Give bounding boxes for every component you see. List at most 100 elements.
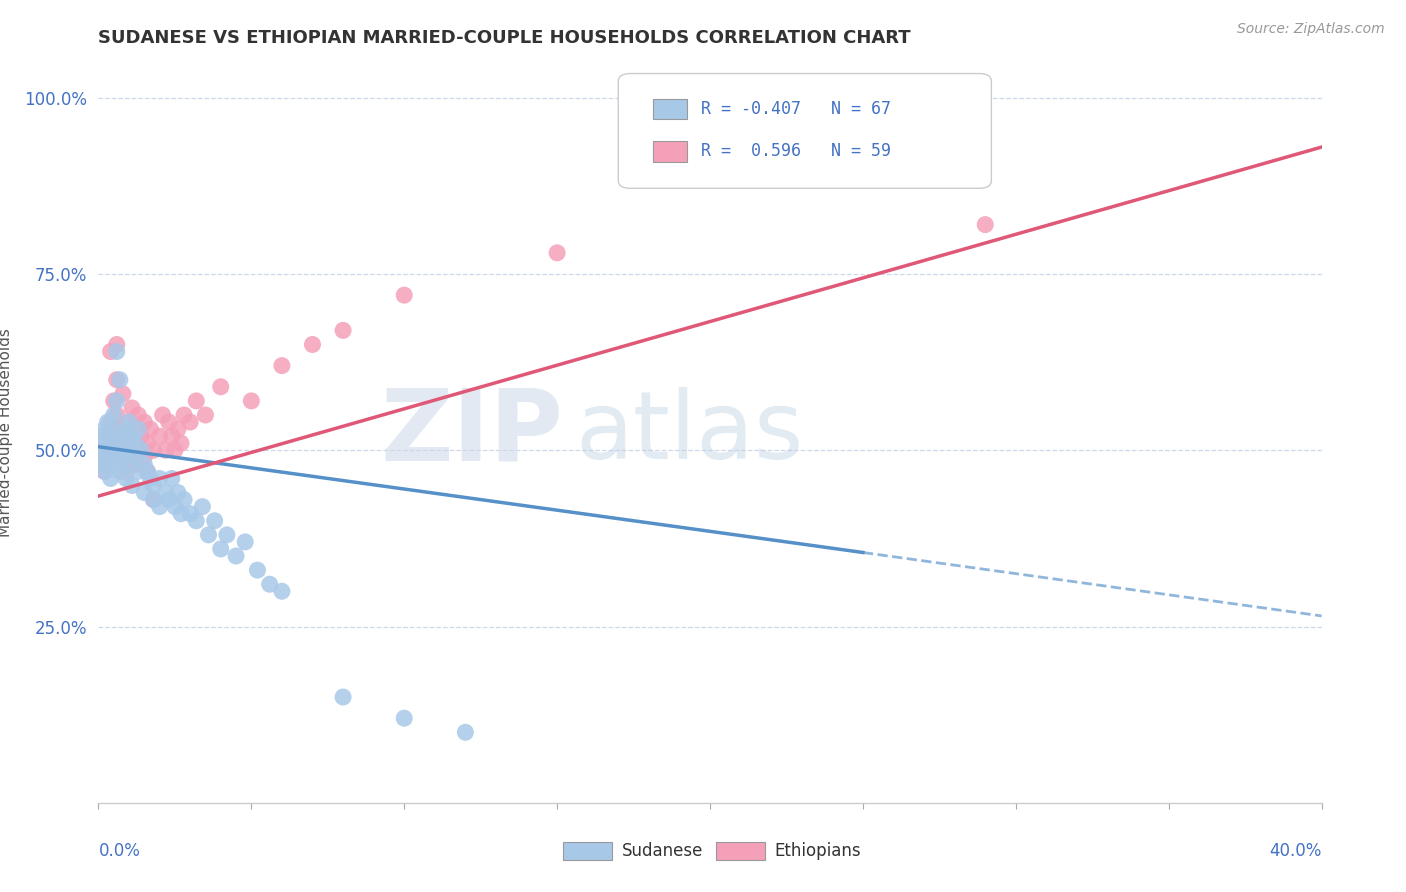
Point xyxy=(134,458,156,472)
Point xyxy=(142,478,165,492)
Point xyxy=(118,415,141,429)
Point xyxy=(105,443,128,458)
Point xyxy=(225,549,247,563)
Point xyxy=(103,422,125,436)
Point xyxy=(160,429,183,443)
Point xyxy=(149,500,172,514)
Point xyxy=(108,429,131,443)
Point xyxy=(163,500,186,514)
Point xyxy=(111,436,134,450)
Point xyxy=(100,450,122,465)
FancyBboxPatch shape xyxy=(716,842,765,860)
Point xyxy=(139,471,162,485)
Point xyxy=(124,422,146,436)
Point xyxy=(115,436,138,450)
Point xyxy=(121,443,143,458)
Point xyxy=(127,443,149,458)
Point xyxy=(209,541,232,556)
Point xyxy=(124,450,146,465)
Point xyxy=(173,492,195,507)
Point xyxy=(100,429,122,443)
Point xyxy=(108,464,131,478)
Point xyxy=(167,485,190,500)
Point xyxy=(974,218,997,232)
Point xyxy=(215,528,238,542)
Point xyxy=(108,429,131,443)
Point xyxy=(115,471,138,485)
Point xyxy=(186,393,208,408)
Text: Source: ZipAtlas.com: Source: ZipAtlas.com xyxy=(1237,22,1385,37)
Text: Ethiopians: Ethiopians xyxy=(775,842,862,860)
Point xyxy=(160,471,183,485)
Point xyxy=(93,450,115,465)
FancyBboxPatch shape xyxy=(652,141,686,161)
Point xyxy=(103,422,125,436)
Point xyxy=(105,393,128,408)
Point xyxy=(100,443,122,458)
Text: atlas: atlas xyxy=(575,386,804,479)
Point xyxy=(454,725,477,739)
Point xyxy=(167,422,190,436)
Point xyxy=(157,492,180,507)
Point xyxy=(173,408,195,422)
Point xyxy=(93,436,115,450)
Text: ZIP: ZIP xyxy=(381,384,564,481)
Point xyxy=(97,458,120,472)
Point xyxy=(121,478,143,492)
Point xyxy=(332,323,354,337)
Point xyxy=(149,471,172,485)
Point xyxy=(127,464,149,478)
Point xyxy=(111,422,134,436)
Text: Sudanese: Sudanese xyxy=(621,842,703,860)
Point xyxy=(105,408,128,422)
Point xyxy=(134,450,156,465)
Point xyxy=(118,458,141,472)
Point xyxy=(240,393,263,408)
Point xyxy=(115,464,138,478)
Point xyxy=(103,408,125,422)
Point xyxy=(105,458,128,472)
Point xyxy=(209,380,232,394)
Point xyxy=(142,492,165,507)
Point xyxy=(157,415,180,429)
Point xyxy=(259,577,281,591)
Point xyxy=(118,443,141,458)
Point xyxy=(127,422,149,436)
Point xyxy=(108,373,131,387)
Point xyxy=(103,393,125,408)
FancyBboxPatch shape xyxy=(619,73,991,188)
Point xyxy=(118,415,141,429)
Point xyxy=(127,408,149,422)
Point xyxy=(118,450,141,465)
Point xyxy=(90,443,112,458)
Point xyxy=(105,443,128,458)
FancyBboxPatch shape xyxy=(564,842,612,860)
Point xyxy=(100,471,122,485)
Point xyxy=(97,458,120,472)
Point xyxy=(170,507,193,521)
Point xyxy=(124,458,146,472)
Point xyxy=(103,436,125,450)
Point xyxy=(392,288,416,302)
Point xyxy=(121,429,143,443)
Point xyxy=(194,408,217,422)
Point xyxy=(170,436,193,450)
Point xyxy=(139,422,162,436)
Point xyxy=(136,436,159,450)
Point xyxy=(332,690,354,704)
Point xyxy=(134,485,156,500)
Point xyxy=(149,429,172,443)
Point xyxy=(163,443,186,458)
FancyBboxPatch shape xyxy=(652,99,686,120)
Point xyxy=(111,443,134,458)
Point xyxy=(111,387,134,401)
Point xyxy=(100,344,122,359)
Point xyxy=(155,485,177,500)
Text: R =  0.596   N = 59: R = 0.596 N = 59 xyxy=(702,143,891,161)
Point xyxy=(118,429,141,443)
Point xyxy=(93,422,115,436)
Text: 0.0%: 0.0% xyxy=(98,842,141,860)
Point xyxy=(111,450,134,465)
Point xyxy=(124,436,146,450)
Point xyxy=(142,443,165,458)
